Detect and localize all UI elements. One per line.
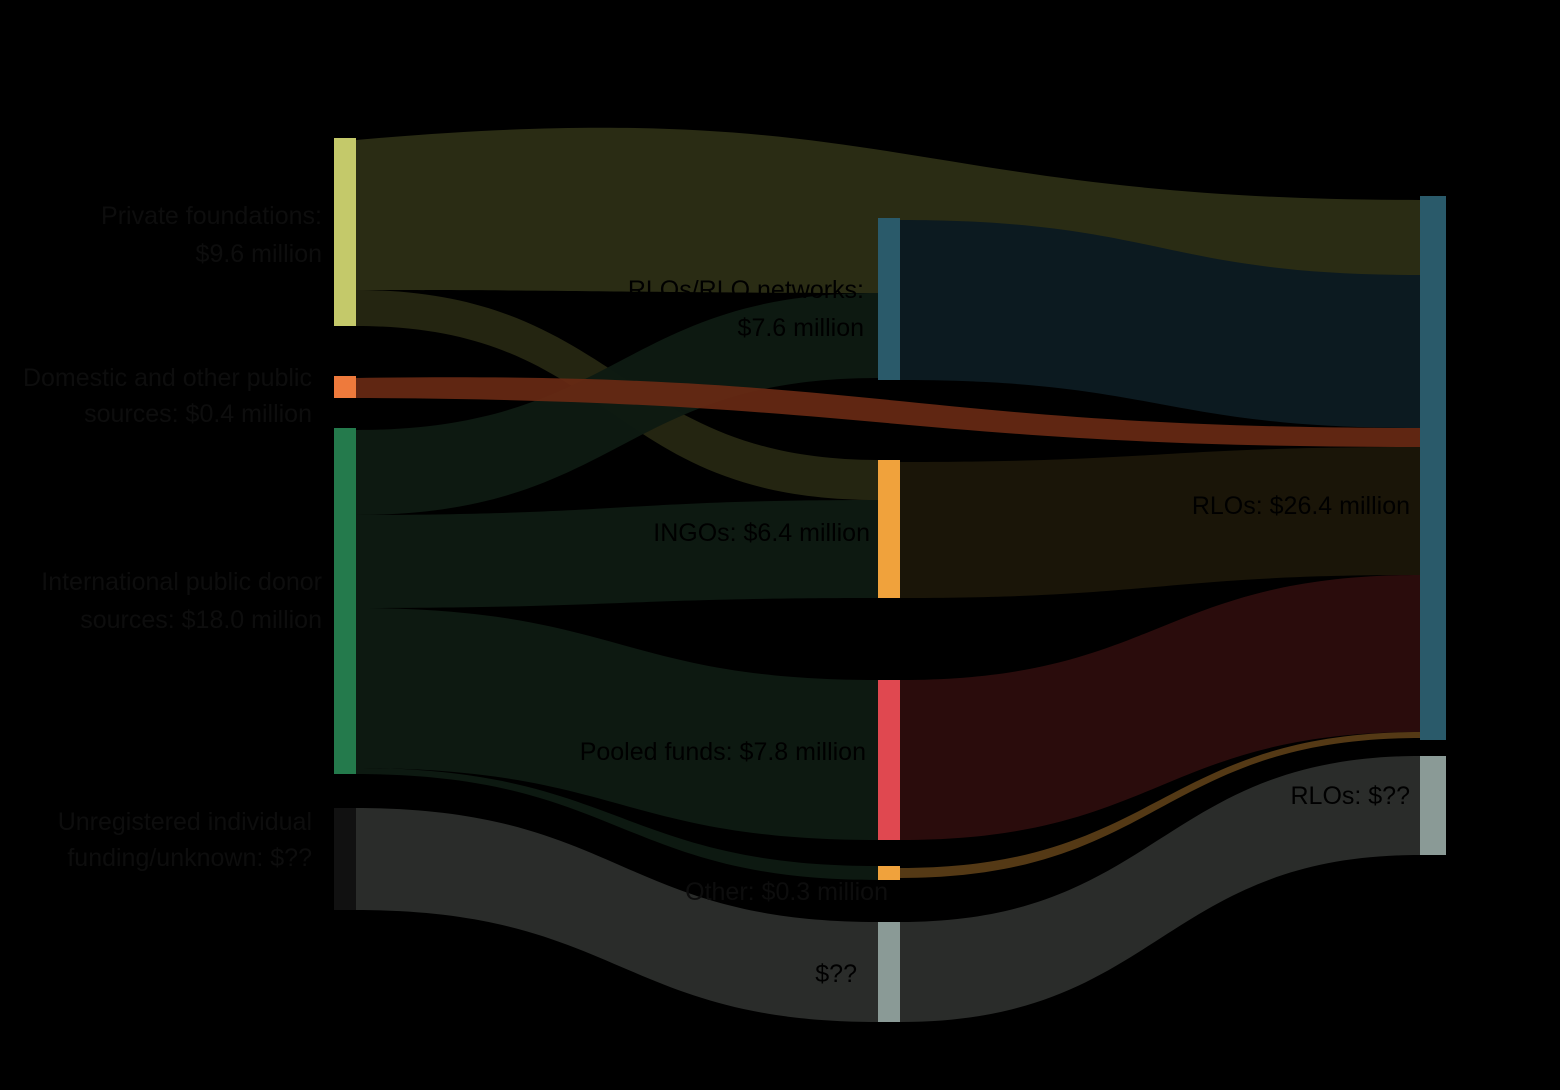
flow-international-to-pooled (356, 608, 878, 840)
node-unknown-mid (878, 922, 900, 1022)
node-unregistered (334, 808, 356, 910)
label-domestic-public-line1: Domestic and other public (23, 364, 312, 392)
label-unregistered-line2: funding/unknown: $?? (67, 844, 312, 872)
label-domestic-public-line2: sources: $0.4 million (84, 400, 312, 428)
node-domestic-public (334, 376, 356, 398)
flow-international-to-rlo-networks (356, 293, 878, 515)
flow-international-to-ingos (356, 500, 878, 608)
flow-domestic-to-rlos (356, 377, 1420, 447)
node-ingos (878, 460, 900, 598)
flow-rlo-networks-to-rlos (900, 220, 1420, 428)
node-rlos (1420, 196, 1446, 740)
label-international-public-line2: sources: $18.0 million (80, 606, 322, 634)
labels: Private foundations: $9.6 million Domest… (23, 202, 1410, 988)
node-international-public (334, 428, 356, 774)
flow-other-to-rlos (900, 732, 1420, 878)
label-rlos: RLOs: $26.4 million (1192, 492, 1410, 520)
node-rlo-networks (878, 218, 900, 380)
label-private-foundations-line2: $9.6 million (196, 240, 322, 268)
node-rlos-unknown (1420, 756, 1446, 855)
flow-pooled-to-rlos (900, 575, 1420, 840)
label-international-public-line1: International public donor (41, 568, 322, 596)
flow-international-to-other (356, 768, 878, 880)
flow-private-to-rlos (356, 127, 1420, 275)
label-unregistered-line1: Unregistered individual (58, 808, 312, 836)
node-other (878, 866, 900, 880)
flow-unregistered-to-unknown (356, 808, 878, 1022)
flow-private-to-rlo-networks (356, 218, 878, 293)
label-unknown-mid: $?? (815, 960, 857, 988)
label-other: Other: $0.3 million (685, 878, 888, 906)
label-rlos-unknown: RLOs: $?? (1290, 782, 1410, 810)
label-rlo-networks-line1: RLOs/RLO networks: (628, 276, 864, 304)
node-pooled-funds (878, 680, 900, 840)
label-private-foundations-line1: Private foundations: (101, 202, 322, 230)
flow-ingos-to-rlos (900, 447, 1420, 598)
flow-unknown-to-rlos-unknown (900, 756, 1420, 1022)
label-rlo-networks-line2: $7.6 million (738, 314, 864, 342)
node-private-foundations (334, 138, 356, 326)
nodes (334, 138, 1446, 1022)
label-ingos: INGOs: $6.4 million (653, 519, 870, 547)
label-pooled-funds: Pooled funds: $7.8 million (580, 738, 866, 766)
flows (356, 127, 1420, 1022)
